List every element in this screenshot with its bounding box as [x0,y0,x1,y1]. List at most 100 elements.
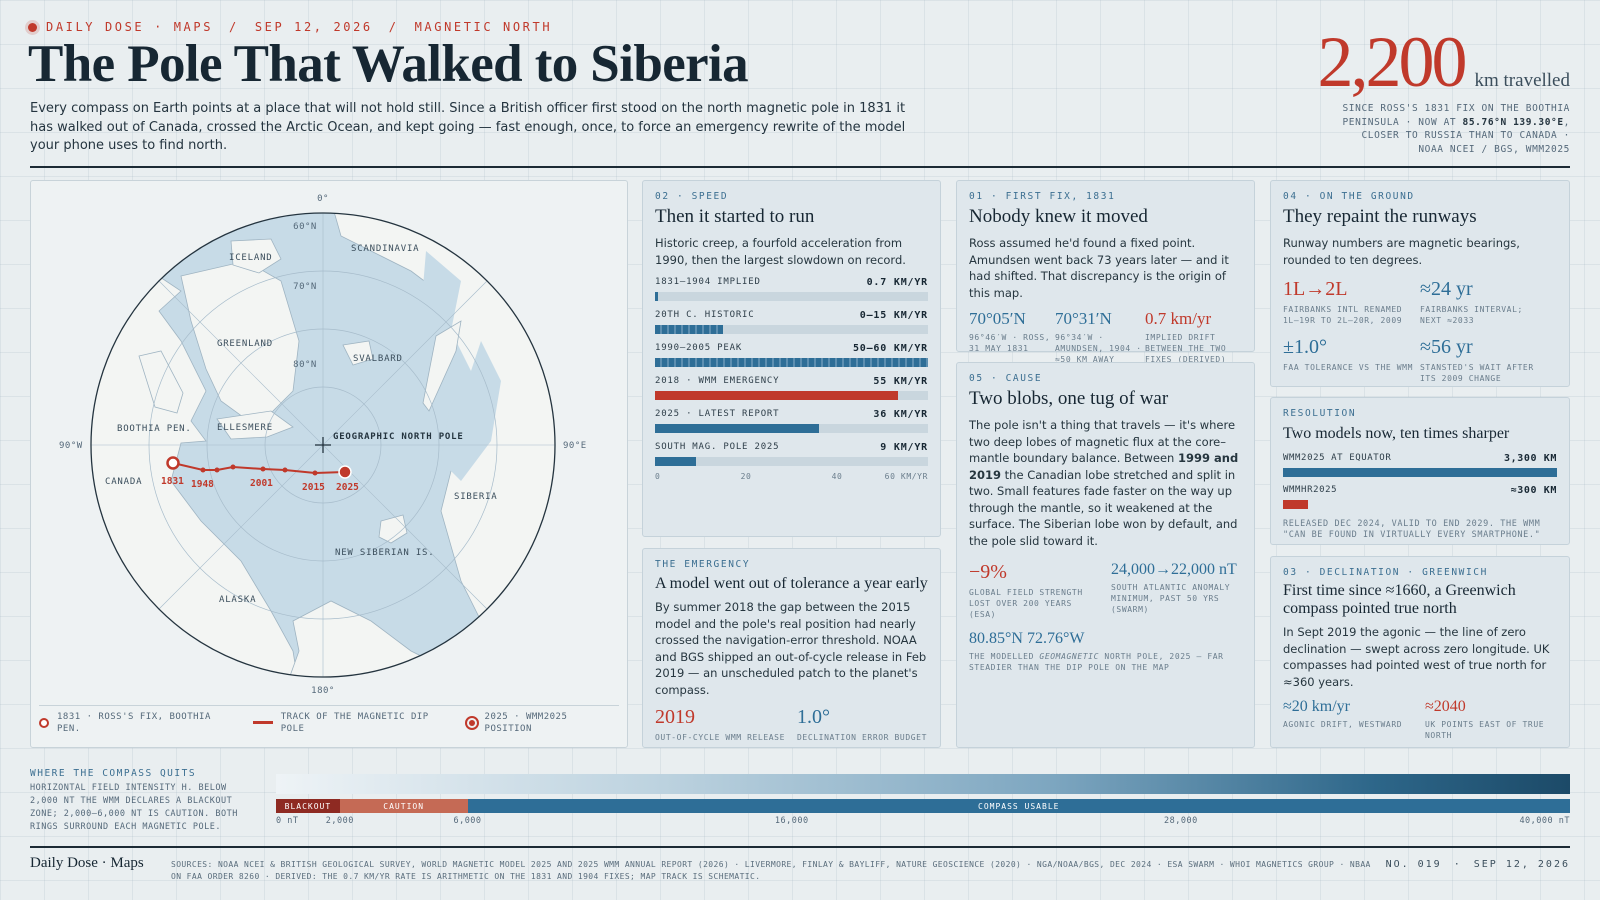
live-dot-icon [28,22,37,32]
polar-map-panel: 0° 180° 90°W 90°E 60°N 70°N 80°N ICELAND… [30,180,628,748]
card-title: First time since ≈1660, a Greenwich comp… [1283,582,1516,617]
legend-label: 2025 · WMM2025 POSITION [484,711,568,734]
stat-field-strength: −9% GLOBAL FIELD STRENGTH LOST OVER 200 … [969,561,1111,620]
card-label: 01 · FIRST FIX, 1831 [969,191,1116,202]
stat-fairbanks-interval: ≈24 yr FAIRBANKS INTERVAL; NEXT ≈2033 [1420,278,1557,326]
bar-fill [655,457,696,466]
stat-value: 80.85°N 72.76°W [969,630,1085,647]
stat-note: 96°46′W · ROSS, 31 MAY 1831 [969,333,1051,353]
bar-label: WMM2025 AT EQUATOR [1283,453,1392,463]
target-ring-icon [464,715,479,730]
geographic-pole-marker [315,437,331,453]
region-scandinavia: SCANDINAVIA [351,244,419,254]
body-emphasis: 1999 and 2019 [969,451,1239,482]
hero-value: 2,200 [1317,22,1468,102]
bar-track [655,325,928,334]
stat-value: 70°31′N [1055,309,1112,328]
stat-saa: 24,000→22,000 nT SOUTH ATLANTIC ANOMALY … [1111,561,1241,620]
stat-value: 70°05′N [969,309,1026,328]
page-title: The Pole That Walked to Siberia [28,35,749,93]
note-emphasis: GEOMAGNETIC [1039,652,1100,661]
kicker-section: DAILY DOSE · MAPS [46,20,214,34]
card-body: Historic creep, a fourfold acceleration … [655,236,906,267]
speed-card: 02 · SPEED Then it started to run Histor… [642,180,941,537]
stat-geomagnetic-pole: 80.85°N 72.76°W THE MODELLED GEOMAGNETIC… [969,630,1242,673]
card-label: 02 · SPEED [655,191,729,202]
declination-card: 03 · DECLINATION · GREENWICH First time … [1270,556,1570,748]
axis-tick: 40 [831,472,843,481]
stat-value: ±1.0° [1283,336,1327,358]
kicker: DAILY DOSE · MAPS / SEP 12, 2026 / MAGNE… [28,20,552,34]
track-year-2025: 2025 [336,482,359,493]
track-year-2015: 2015 [302,482,325,493]
bar-fill [655,292,659,301]
footer-sources: SOURCES: NOAA NCEI & BRITISH GEOLOGICAL … [171,860,1371,881]
bar-label: 2018 · WMM EMERGENCY [655,376,780,386]
stat-value: ≈24 yr [1420,278,1473,300]
stat-value: 0.7 km/yr [1145,309,1212,328]
zone-blackout: BLACKOUT [276,799,340,813]
compass-quits-desc: HORIZONTAL FIELD INTENSITY H. BELOW 2,00… [30,783,238,832]
region-new-siberian: NEW SIBERIAN IS. [335,548,435,558]
stat-uk-east: ≈2040 UK POINTS EAST OF TRUE NORTH [1425,698,1549,741]
hero-note-position: 85.76°N 139.30°E [1462,116,1564,128]
stat-note: SOUTH ATLANTIC ANOMALY MINIMUM, PAST 50 … [1111,583,1231,614]
bar-label: WMMHR2025 [1283,485,1338,495]
hero-note-pre: SINCE ROSS'S 1831 FIX ON THE BOOTHIA PEN… [1342,103,1570,128]
bar-value: 0–15 KM/YR [859,310,928,321]
region-svalbard: SVALBARD [353,354,403,364]
track-year-2001: 2001 [250,478,273,489]
card-title: Then it started to run [655,206,815,227]
stat-note: AGONIC DRIFT, WESTWARD [1283,720,1403,729]
speed-bar-row: 1831–1904 IMPLIED 0.7 KM/YR [655,277,928,301]
card-title: A model went out of tolerance a year ear… [655,575,928,592]
region-greenland: GREENLAND [217,339,273,349]
land-scandinavia-inlet [421,251,501,481]
legend-label: TRACK OF THE MAGNETIC DIP POLE [280,711,429,734]
stat-agonic-drift: ≈20 km/yr AGONIC DRIFT, WESTWARD [1283,698,1425,741]
resolution-card: RESOLUTION Two models now, ten times sha… [1270,397,1570,545]
hero-note-post: , CLOSER TO RUSSIA THAN TO CANADA · NOAA… [1361,116,1570,155]
bar-label: 1831–1904 IMPLIED [655,277,761,287]
header-rule [30,166,1570,168]
card-body: The pole isn't a thing that travels — it… [969,417,1242,549]
track-year-1831: 1831 [161,476,184,487]
card-title: Two blobs, one tug of war [969,388,1169,409]
speed-bar-row: 20TH C. HISTORIC 0–15 KM/YR [655,310,928,334]
footer-rule [30,846,1570,848]
card-label: THE EMERGENCY [655,559,751,570]
legend-item-track: TRACK OF THE MAGNETIC DIP POLE [252,711,439,735]
body-text: The pole isn't a thing that travels — it… [969,418,1236,465]
card-title: Nobody knew it moved [969,206,1148,227]
note-text: NORTH POLE, 2025 — FAR STEADIER THAN THE… [969,652,1224,672]
stat-faa-tolerance: ±1.0° FAA TOLERANCE VS THE WMM [1283,336,1420,384]
footer-brand: Daily Dose · Maps [30,855,144,871]
land-iceland [230,238,282,274]
stat-stansted: ≈56 yr STANSTED'S WAIT AFTER ITS 2009 CH… [1420,336,1557,384]
zone-compass-usable: COMPASS USABLE [467,799,1570,813]
zone-tick: 28,000 [1164,816,1198,826]
card-label: 03 · DECLINATION · GREENWICH [1283,567,1488,578]
hero-note: SINCE ROSS'S 1831 FIX ON THE BOOTHIA PEN… [1330,102,1570,156]
region-siberia: SIBERIA [454,492,498,502]
compass-label-bottom: 180° [311,686,335,696]
stat-drift: 0.7 km/yr IMPLIED DRIFT BETWEEN THE TWO … [1145,309,1242,365]
runways-card: 04 · ON THE GROUND They repaint the runw… [1270,180,1570,387]
stat-note: STANSTED'S WAIT AFTER ITS 2009 CHANGE [1420,363,1534,383]
compass-quits-title: WHERE THE COMPASS QUITS [30,768,197,779]
region-ellesmere: ELLESMERE [217,423,273,433]
compass-zone-ticks: 0 nT 2,000 6,000 16,000 28,000 40,000 nT [276,816,1570,828]
issue-date: SEP 12, 2026 [1473,859,1570,870]
polar-map: 0° 180° 90°W 90°E 60°N 70°N 80°N ICELAND… [59,194,586,696]
bar-label: 1990–2005 PEAK [655,343,743,353]
legend-item-1831: 1831 · ROSS'S FIX, BOOTHIA PEN. [39,711,227,735]
stat-note: 96°34′W · AMUNDSEN, 1904 · ≈50 KM AWAY [1055,333,1142,364]
compass-label-left: 90°W [59,441,83,451]
card-label: RESOLUTION [1283,408,1357,419]
bar-value: 55 KM/YR [873,376,928,387]
stat-fairbanks-rename: 1L→2L FAIRBANKS INTL RENAMED 1L–19R TO 2… [1283,278,1420,326]
region-alaska: ALASKA [219,595,256,605]
resolution-bar-row: WMMHR2025 ≈300 KM [1283,485,1557,509]
stat-error-budget: 1.0° DECLINATION ERROR BUDGET [797,706,927,743]
zone-tick: 6,000 [453,816,482,826]
